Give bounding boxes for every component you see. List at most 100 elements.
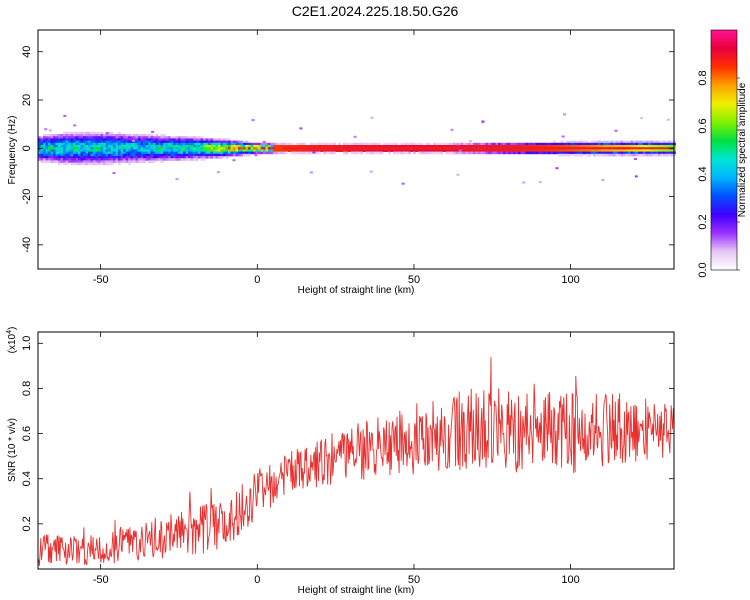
spectrogram-cell <box>645 151 649 155</box>
snr-x-tick-label: -50 <box>93 574 109 586</box>
spectrogram-cell <box>363 142 366 146</box>
spectrogram-cell <box>53 136 56 139</box>
spectrogram-cell <box>163 142 166 146</box>
spectrogram-cell <box>525 145 529 148</box>
spectrogram-cell <box>518 142 521 146</box>
spectrogram-cell <box>105 156 109 159</box>
spectrogram-cell <box>645 142 649 146</box>
spectrogram-cell <box>262 140 266 143</box>
spectrogram-cell <box>70 145 74 148</box>
spectrogram-cell <box>70 134 74 137</box>
spectrogram-cell <box>663 149 666 152</box>
spectrogram-cell <box>173 140 176 144</box>
spectrogram-cell <box>168 158 171 161</box>
spectrogram-cell <box>145 140 149 144</box>
spectrogram-cell <box>135 142 139 146</box>
spectrogram-cell <box>565 142 569 146</box>
spectrogram-cell <box>151 130 155 133</box>
spectrogram-cell <box>103 134 106 137</box>
spectrogram-cell <box>170 136 174 139</box>
spectrogram-cell <box>163 156 166 159</box>
spectrogram-cell <box>130 158 134 161</box>
spectrogram-cell <box>285 142 289 146</box>
spectrogram-cell <box>138 140 141 144</box>
spectrogram-cell <box>395 145 399 148</box>
spectrogram-cell <box>40 160 44 163</box>
spectrogram-cell <box>115 156 119 159</box>
spectrogram-cell <box>445 151 449 155</box>
spectrogram-cell <box>270 149 274 152</box>
spectrogram-cell <box>309 171 313 174</box>
spectrogram-cell <box>143 158 146 161</box>
spectrogram-cell <box>88 162 91 166</box>
spectrogram-cell <box>415 145 419 148</box>
spectrogram-cell <box>240 151 244 155</box>
spectrogram-cell <box>45 153 49 157</box>
spectrogram-cell <box>95 138 99 141</box>
spectrogram-cell <box>158 138 161 141</box>
spectrogram-cell <box>55 151 59 155</box>
spectrogram-cell <box>255 145 259 148</box>
spectrogram-cell <box>110 145 114 148</box>
spectrogram-cell <box>283 145 286 148</box>
spectrogram-cell <box>120 134 124 137</box>
spectrogram-cell <box>38 156 41 159</box>
spectrogram-cell <box>185 147 189 150</box>
spectrogram-cell <box>253 147 256 150</box>
spectrogram-cell <box>505 151 509 155</box>
spectrogram-cell <box>283 151 286 155</box>
spectrogram-cell <box>550 149 554 152</box>
spectrogram-cell <box>185 151 189 155</box>
spectrogram-cell <box>123 156 126 159</box>
spectrogram-cell <box>70 156 74 159</box>
spectrogram-cell <box>44 128 48 131</box>
spectrogram-cell <box>133 136 136 139</box>
spectrogram-cell <box>68 147 71 150</box>
spectrogram-cell <box>655 153 659 157</box>
spectrogram-cell <box>390 142 394 146</box>
spectrogram-cell <box>83 147 86 150</box>
spectrogram-cell <box>118 158 121 161</box>
spectrogram-cell <box>185 136 189 139</box>
spectrogram-cell <box>103 145 106 148</box>
spectrogram-cell <box>65 131 69 135</box>
spectrogram-cell <box>460 151 464 155</box>
spectrogram-cell <box>115 136 119 139</box>
spectrogram-cell <box>420 151 424 155</box>
spectrogram-cell <box>265 149 269 152</box>
spectrogram-cell <box>610 151 614 155</box>
spectrogram-cell <box>135 156 139 159</box>
spectrogram-cell <box>568 153 571 157</box>
spectrogram-cell <box>315 145 319 148</box>
spectrogram-cell <box>253 151 256 155</box>
spectrogram-cell <box>665 149 669 152</box>
spectrogram-cell <box>188 158 191 161</box>
spectrogram-cell <box>413 142 416 146</box>
spectrogram-cell <box>145 138 149 141</box>
spectrogram-cell <box>548 142 551 146</box>
spectrogram-cell <box>469 140 472 142</box>
spectrogram-cell <box>425 151 429 155</box>
spectrogram-cell <box>47 137 51 140</box>
spectrogram-cell <box>75 151 79 155</box>
spectrogram-cell <box>88 140 91 144</box>
spectrogram-cell <box>543 149 546 152</box>
spectrogram-cell <box>653 153 656 157</box>
spectrogram-cell <box>238 145 241 148</box>
spectrogram-cell <box>235 153 239 157</box>
spectrogram-cell <box>600 153 604 157</box>
spectrogram-cell <box>133 138 136 141</box>
spectrogram-cell <box>520 149 524 152</box>
spectrogram-cell <box>55 156 59 159</box>
spectrogram-cell <box>538 145 541 148</box>
spectrogram-cell <box>53 134 56 137</box>
spectrogram-cell <box>368 149 371 152</box>
spectrogram-cell <box>95 153 99 157</box>
spectrogram-cell <box>293 145 296 148</box>
spectrogram-cell <box>385 145 389 148</box>
spectrogram-cell <box>203 140 206 144</box>
spectrogram-cell <box>488 145 491 148</box>
spectrogram-cell <box>523 151 526 155</box>
spectrogram-cell <box>438 149 441 152</box>
spectrogram-cell <box>620 151 624 155</box>
